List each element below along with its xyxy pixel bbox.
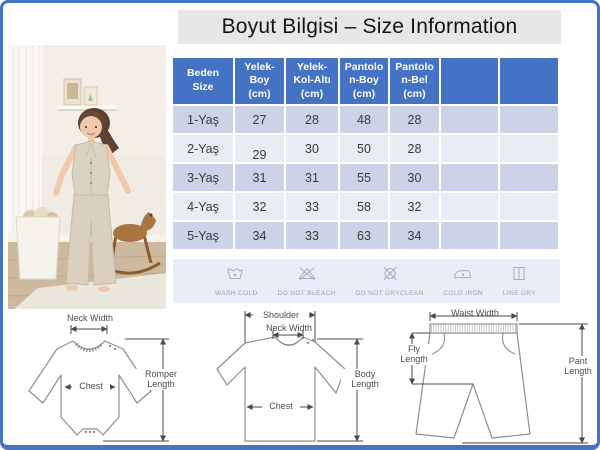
empty-cell [441, 222, 498, 249]
care-instructions-row: WASH COLD DO NOT BLEACH DO NOT DRYCLEAN [173, 259, 560, 303]
shirt-length-label: Body Length [341, 369, 389, 390]
empty-cell [500, 106, 558, 133]
value-cell: 63 [340, 222, 388, 249]
pants-fly-length-label: Fly Length [396, 344, 432, 365]
value-cell: 32 [390, 193, 439, 220]
column-header: Yelek- Boy (cm) [235, 58, 284, 104]
size-cell: 2-Yaş [173, 135, 233, 162]
value-cell: 50 [340, 135, 388, 162]
shirt-shoulder-label: Shoulder [253, 310, 309, 321]
value-cell: 27 [235, 106, 284, 133]
column-header: Yelek- Kol-Altı (cm) [286, 58, 338, 104]
value-cell: 28 [286, 106, 338, 133]
value-cell: 31 [286, 164, 338, 191]
value-cell: 34 [235, 222, 284, 249]
care-label: LINE DRY [502, 290, 536, 297]
product-photo [8, 45, 166, 309]
page-title: Boyut Bilgisi – Size Information [178, 10, 561, 44]
care-label: WASH COLD [215, 290, 258, 297]
empty-cell [441, 135, 498, 162]
pants-length-label: Pant Length [554, 356, 597, 377]
value-cell: 30 [390, 164, 439, 191]
value-cell: 33 [286, 222, 338, 249]
size-cell: 1-Yaş [173, 106, 233, 133]
romper-neck-width-label: Neck Width [66, 313, 113, 323]
column-header: Pantolo n-Boy (cm) [340, 58, 388, 104]
child-photo-illustration [8, 45, 166, 309]
value-cell: 32 [235, 193, 284, 220]
care-item: DO NOT DRYCLEAN [355, 265, 423, 297]
empty-cell [500, 222, 558, 249]
romper-measurement-diagram: Neck Width Chest Romper Length [17, 313, 189, 445]
empty-cell [500, 135, 558, 162]
romper-chest-label: Chest [72, 381, 110, 392]
cold-iron-icon [452, 265, 474, 287]
romper-length-label: Romper Length [133, 369, 189, 390]
shirt-neck-width-label: Neck Width [265, 323, 312, 333]
child-figure [53, 108, 131, 292]
value-cell: 34 [390, 222, 439, 249]
empty-cell [500, 193, 558, 220]
value-cell: 33 [286, 193, 338, 220]
column-header-empty [500, 58, 558, 104]
value-cell: 48 [340, 106, 388, 133]
shirt-measurement-diagram: Shoulder Neck Width Chest Body Length [215, 309, 407, 445]
column-header-empty [441, 58, 498, 104]
value-cell: 31 [235, 164, 284, 191]
care-label: DO NOT BLEACH [277, 290, 336, 297]
care-item: COLD IRON [443, 265, 483, 297]
care-label: COLD IRON [443, 290, 484, 297]
line-dry-icon [508, 265, 530, 287]
empty-cell [441, 164, 498, 191]
value-cell: 28 [390, 135, 439, 162]
size-cell: 3-Yaş [173, 164, 233, 191]
empty-cell [441, 193, 498, 220]
size-table: Beden Size Yelek- Boy (cm) Yelek- Kol-Al… [173, 58, 558, 249]
shirt-chest-label: Chest [262, 401, 300, 412]
pants-waist-width-label: Waist Width [451, 308, 499, 318]
wash-cold-icon [225, 265, 247, 287]
pants-measurement-diagram: Waist Width Fly Length Pant Length [396, 308, 597, 445]
care-item: WASH COLD [215, 265, 258, 297]
value-cell: 58 [340, 193, 388, 220]
size-cell: 5-Yaş [173, 222, 233, 249]
value-cell: 30 [286, 135, 338, 162]
do-not-bleach-icon [296, 265, 318, 287]
value-cell: 29 [235, 135, 284, 162]
column-header: Beden Size [173, 58, 233, 104]
value-cell: 55 [340, 164, 388, 191]
size-cell: 4-Yaş [173, 193, 233, 220]
empty-cell [500, 164, 558, 191]
care-item: DO NOT BLEACH [277, 265, 335, 297]
column-header: Pantolo n-Bel (cm) [390, 58, 439, 104]
empty-cell [441, 106, 498, 133]
care-label: DO NOT DRYCLEAN [355, 290, 424, 297]
value-cell: 28 [390, 106, 439, 133]
care-item: LINE DRY [503, 265, 536, 297]
do-not-dryclean-icon [379, 265, 401, 287]
